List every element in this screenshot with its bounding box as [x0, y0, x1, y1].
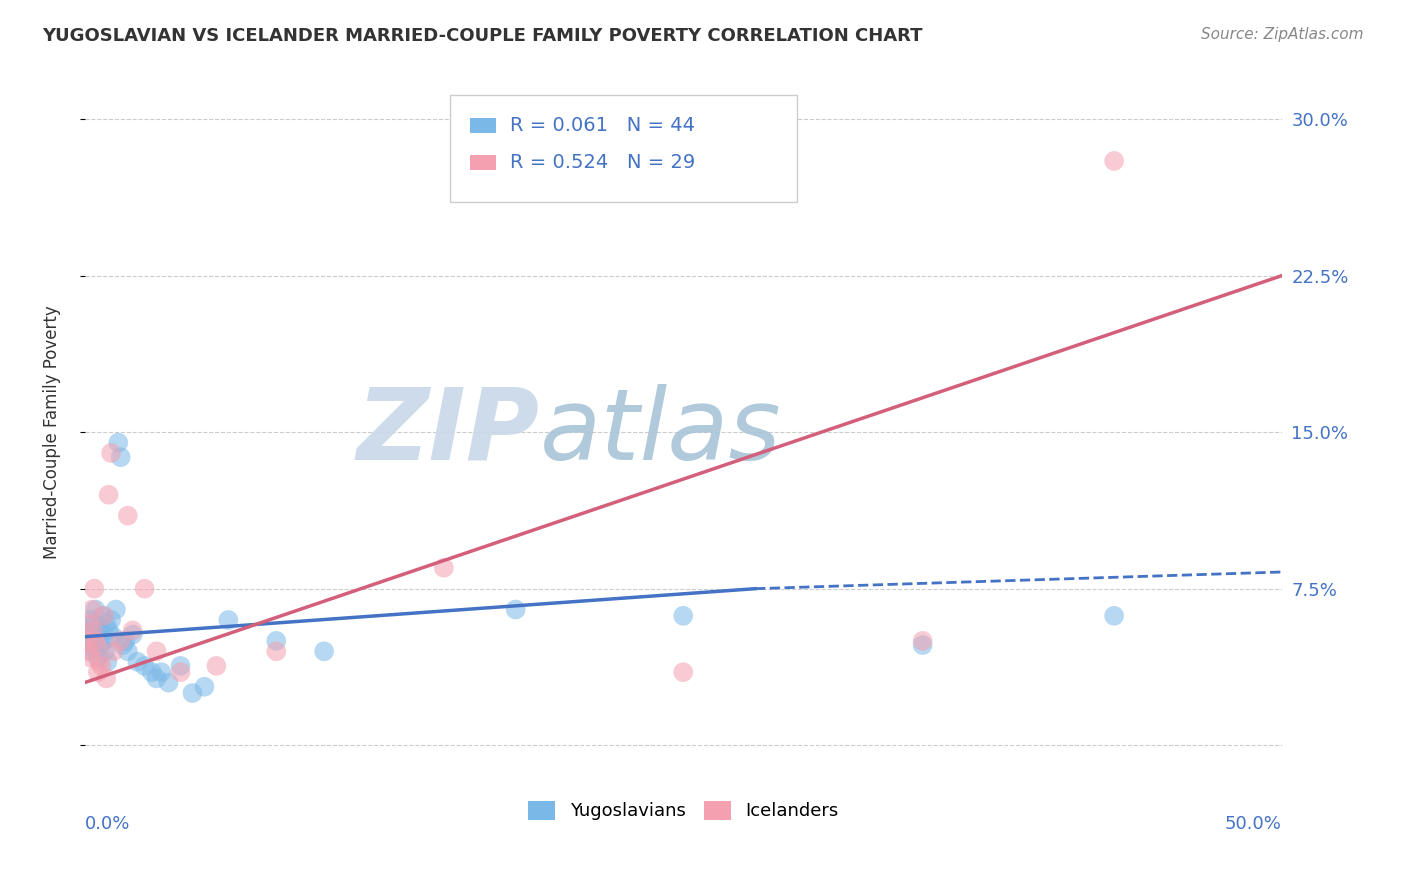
Point: [134, 582, 156, 596]
Point: [145, 672, 167, 686]
Point: [117, 644, 139, 658]
Point: [141, 665, 163, 680]
Text: 50.0%: 50.0%: [1225, 815, 1282, 833]
FancyBboxPatch shape: [450, 95, 797, 202]
Point: [80, 650, 103, 665]
Point: [84, 602, 107, 616]
Point: [145, 644, 167, 658]
Point: [93, 608, 115, 623]
Y-axis label: Married-Couple Family Poverty: Married-Couple Family Poverty: [44, 305, 60, 559]
FancyBboxPatch shape: [470, 155, 496, 170]
Point: [121, 627, 143, 641]
Point: [76, 633, 98, 648]
Point: [87, 665, 110, 680]
Point: [82, 617, 104, 632]
Point: [134, 659, 156, 673]
Point: [86, 638, 108, 652]
Point: [1102, 153, 1125, 168]
Point: [107, 435, 129, 450]
Point: [96, 672, 118, 686]
FancyBboxPatch shape: [470, 118, 496, 134]
Point: [150, 665, 173, 680]
Point: [1102, 608, 1125, 623]
Point: [181, 686, 204, 700]
Point: [90, 659, 112, 673]
Text: YUGOSLAVIAN VS ICELANDER MARRIED-COUPLE FAMILY POVERTY CORRELATION CHART: YUGOSLAVIAN VS ICELANDER MARRIED-COUPLE …: [42, 27, 922, 45]
Point: [97, 624, 120, 638]
Point: [80, 602, 103, 616]
Point: [80, 644, 103, 658]
Point: [79, 630, 101, 644]
Point: [127, 655, 149, 669]
Point: [205, 659, 228, 673]
Point: [77, 644, 100, 658]
Point: [79, 617, 101, 632]
Point: [97, 488, 120, 502]
Point: [193, 680, 215, 694]
Point: [169, 659, 191, 673]
Point: [103, 644, 125, 658]
Text: ZIP: ZIP: [357, 384, 540, 481]
Point: [86, 627, 108, 641]
Point: [93, 633, 115, 648]
Point: [110, 450, 132, 465]
Point: [100, 613, 122, 627]
Point: [672, 665, 695, 680]
Point: [433, 561, 456, 575]
Point: [90, 624, 112, 638]
Point: [112, 638, 135, 652]
Point: [96, 655, 118, 669]
Text: R = 0.061   N = 44: R = 0.061 N = 44: [509, 116, 695, 136]
Point: [157, 675, 180, 690]
Point: [505, 602, 527, 616]
Point: [96, 617, 118, 632]
Point: [264, 644, 287, 658]
Point: [100, 446, 122, 460]
Point: [911, 638, 934, 652]
Point: [911, 633, 934, 648]
Text: Source: ZipAtlas.com: Source: ZipAtlas.com: [1201, 27, 1364, 42]
Point: [76, 624, 98, 638]
Text: atlas: atlas: [540, 384, 782, 481]
Point: [103, 630, 125, 644]
Point: [91, 608, 114, 623]
Point: [169, 665, 191, 680]
Point: [80, 613, 103, 627]
Point: [264, 633, 287, 648]
Point: [87, 650, 110, 665]
Point: [77, 638, 100, 652]
Point: [89, 638, 111, 652]
Point: [87, 619, 110, 633]
Point: [110, 633, 132, 648]
Text: 0.0%: 0.0%: [84, 815, 131, 833]
Point: [672, 608, 695, 623]
Point: [117, 508, 139, 523]
Legend: Yugoslavians, Icelanders: Yugoslavians, Icelanders: [520, 794, 845, 828]
Point: [83, 582, 105, 596]
Text: R = 0.524   N = 29: R = 0.524 N = 29: [509, 153, 695, 172]
Point: [84, 633, 107, 648]
Point: [121, 624, 143, 638]
Point: [217, 613, 239, 627]
Point: [104, 602, 127, 616]
Point: [114, 633, 136, 648]
Point: [94, 644, 117, 658]
Point: [87, 655, 110, 669]
Point: [83, 633, 105, 648]
Point: [314, 644, 336, 658]
Point: [82, 624, 104, 638]
